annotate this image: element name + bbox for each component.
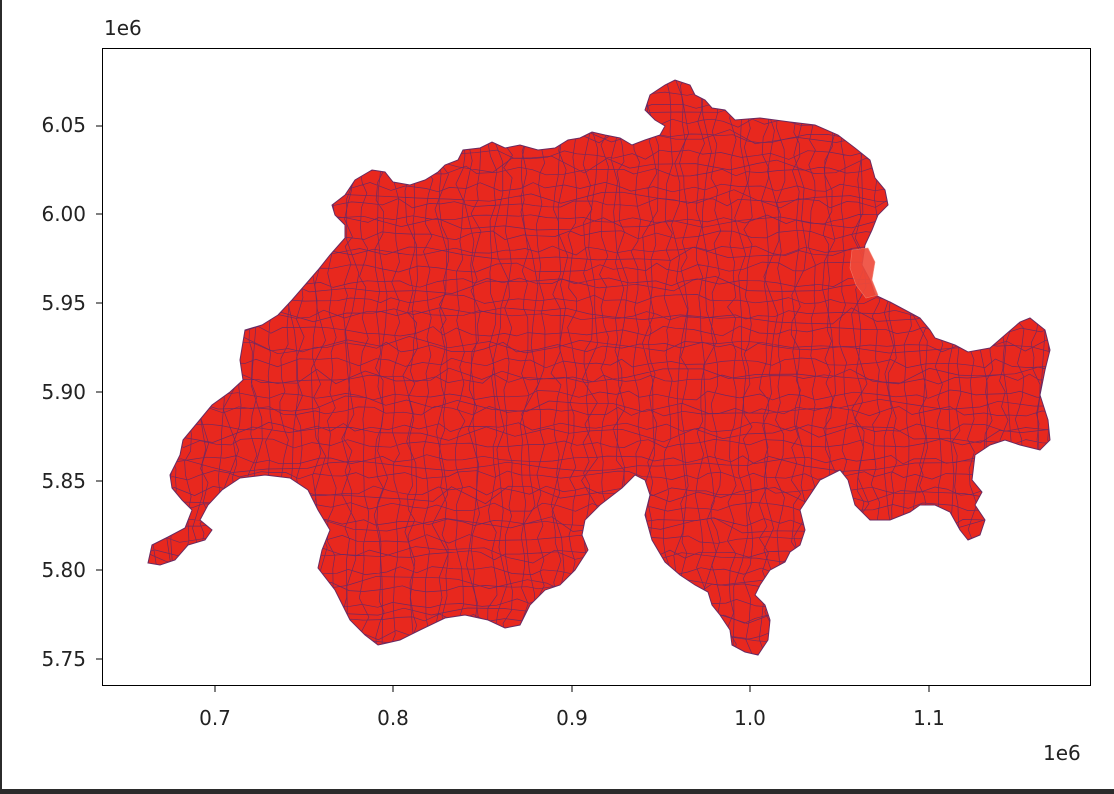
- y-tick-label: 5.75: [41, 647, 86, 671]
- y-tick-label: 5.90: [41, 380, 86, 404]
- x-tick-label: 1.1: [913, 706, 945, 730]
- y-tick-label: 5.95: [41, 291, 86, 315]
- y-tick-label: 6.05: [41, 113, 86, 137]
- x-tick-label: 0.8: [377, 706, 409, 730]
- y-tick-label: 6.00: [41, 202, 86, 226]
- y-tick-label: 5.85: [41, 469, 86, 493]
- switzerland-map: [147, 79, 1051, 656]
- highlighted-region: [849, 247, 879, 299]
- x-tick-label: 1.0: [734, 706, 766, 730]
- x-tick-label: 0.7: [199, 706, 231, 730]
- x-axis-offset-label: 1e6: [1043, 741, 1081, 765]
- window-frame-left: [0, 0, 2, 794]
- x-tick-label: 0.9: [556, 706, 588, 730]
- y-ticks: [96, 125, 102, 660]
- y-axis-offset-label: 1e6: [104, 16, 142, 40]
- window-frame-bottom: [0, 789, 1114, 794]
- x-ticks: [214, 686, 930, 692]
- y-tick-label: 5.80: [41, 558, 86, 582]
